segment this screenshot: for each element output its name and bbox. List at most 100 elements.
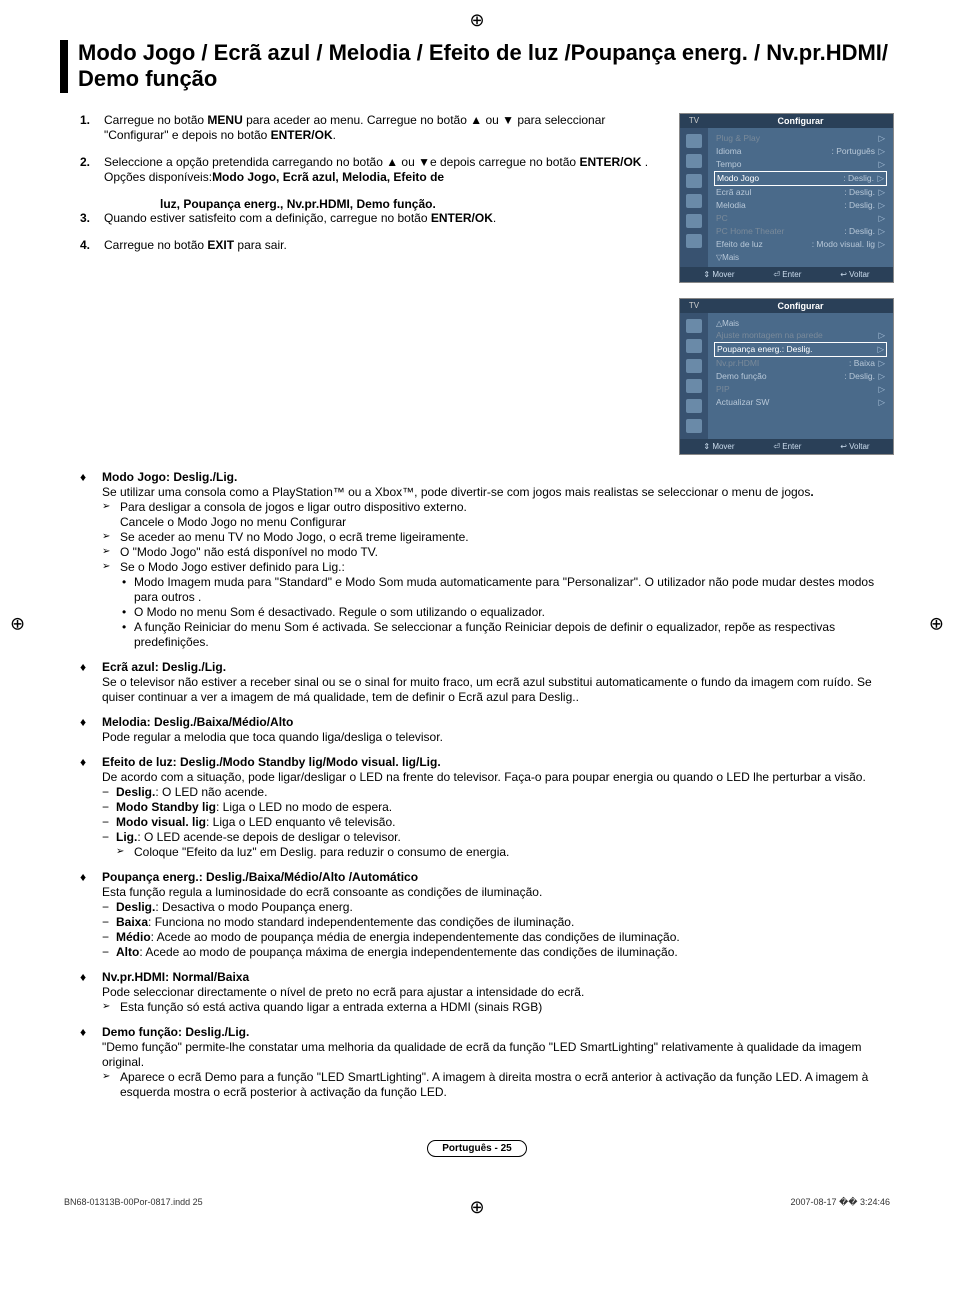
osd-row: Ajuste montagem na parede▷ [714, 329, 887, 342]
osd-row: Demo função: Deslig.▷ [714, 370, 887, 383]
bullet-note: A função Reiniciar do menu Som é activad… [120, 620, 894, 650]
osd-category-icon [686, 419, 702, 433]
arrow-note: Para desligar a consola de jogos e ligar… [102, 500, 482, 530]
osd-value: : Deslig. [843, 173, 874, 184]
osd-panel: TVConfigurar△MaisAjuste montagem na pare… [679, 298, 894, 455]
arrow-note: Se aceder ao menu TV no Modo Jogo, o ecr… [102, 530, 482, 545]
dash-note: Médio: Acede ao modo de poupança média d… [102, 930, 894, 945]
osd-row: Tempo▷ [714, 158, 887, 171]
osd-value: : Deslig. [844, 187, 875, 198]
osd-label: Actualizar SW [716, 397, 875, 408]
step-number: 1. [80, 113, 104, 143]
content-wrap: 1.Carregue no botão MENU para aceder ao … [60, 113, 894, 470]
osd-label: Nv.pr.HDMI [716, 358, 849, 369]
osd-value: : Deslig. [844, 200, 875, 211]
osd-label: Plug & Play [716, 133, 875, 144]
steps-list: 1.Carregue no botão MENU para aceder ao … [80, 113, 659, 253]
osd-arrow-icon: ▷ [875, 239, 885, 250]
osd-row: Ecrã azul: Deslig.▷ [714, 186, 887, 199]
osd-row: Modo Jogo: Deslig.▷ [714, 171, 887, 186]
osd-row: PC Home Theater: Deslig.▷ [714, 225, 887, 238]
osd-category-icon [686, 174, 702, 188]
dash-note: Alto: Acede ao modo de poupança máxima d… [102, 945, 894, 960]
osd-footer: ⇕ Mover ⏎ Enter ↩ Voltar [680, 439, 893, 454]
osd-row: Melodia: Deslig.▷ [714, 199, 887, 212]
step-item: 1.Carregue no botão MENU para aceder ao … [80, 113, 659, 143]
osd-value: : Modo visual. lig [812, 239, 875, 250]
osd-footer-hint: ⏎ Enter [773, 270, 801, 279]
osd-row: Efeito de luz: Modo visual. lig▷ [714, 238, 887, 251]
step-text: Carregue no botão MENU para aceder ao me… [104, 113, 659, 143]
osd-value: : Deslig. [844, 226, 875, 237]
osd-value: : Português [832, 146, 875, 157]
osd-row: Idioma: Português▷ [714, 145, 887, 158]
step-text: Quando estiver satisfeito com a definiçã… [104, 211, 659, 226]
section-title-bar: Modo Jogo / Ecrã azul / Melodia / Efeito… [60, 40, 894, 93]
osd-category-icon [686, 399, 702, 413]
instructions-column: 1.Carregue no botão MENU para aceder ao … [60, 113, 659, 470]
arrow-note: Aparece o ecrã Demo para a função "LED S… [102, 1070, 894, 1100]
step-number: 3. [80, 211, 104, 226]
osd-category-icons [680, 128, 708, 267]
dash-note: Modo Standby lig: Liga o LED no modo de … [102, 800, 894, 815]
osd-label: Efeito de luz [716, 239, 812, 250]
osd-category-icon [686, 234, 702, 248]
option-item: Efeito de luz: Deslig./Modo Standby lig/… [80, 755, 894, 860]
osd-label: Idioma [716, 146, 832, 157]
arrow-note: O "Modo Jogo" não está disponível no mod… [102, 545, 894, 560]
osd-footer-hint: ⏎ Enter [773, 442, 801, 451]
osd-arrow-icon: ▷ [875, 358, 885, 369]
osd-arrow-icon: ▷ [875, 187, 885, 198]
osd-panel: TVConfigurarPlug & Play▷Idioma: Portuguê… [679, 113, 894, 283]
osd-arrow-icon: ▷ [875, 384, 885, 395]
osd-row: Plug & Play▷ [714, 132, 887, 145]
osd-arrow-icon: ▷ [875, 226, 885, 237]
step-item: 3.Quando estiver satisfeito com a defini… [80, 211, 659, 226]
step-text: Carregue no botão EXIT para sair. [104, 238, 659, 253]
option-item: Melodia: Deslig./Baixa/Médio/AltoPode re… [80, 715, 894, 745]
osd-category-icon [686, 359, 702, 373]
dash-note: Baixa: Funciona no modo standard indepen… [102, 915, 894, 930]
dash-note: Modo visual. lig: Liga o LED enquanto vê… [102, 815, 894, 830]
osd-label: PC [716, 213, 875, 224]
osd-category-icons [680, 313, 708, 439]
dash-note: Deslig.: O LED não acende. [102, 785, 894, 800]
osd-column: TVConfigurarPlug & Play▷Idioma: Portuguê… [679, 113, 894, 470]
osd-label: Ajuste montagem na parede [716, 330, 875, 341]
doc-timestamp: 2007-08-17 �� 3:24:46 [790, 1197, 890, 1208]
option-item: Modo Jogo: Deslig./Lig.Se utilizar uma c… [80, 470, 894, 650]
osd-category-icon [686, 379, 702, 393]
osd-arrow-icon: ▷ [875, 397, 885, 408]
osd-title: Configurar [708, 299, 893, 313]
options-list: Modo Jogo: Deslig./Lig.Se utilizar uma c… [80, 470, 894, 1100]
step-item: 2.Seleccione a opção pretendida carregan… [80, 155, 659, 185]
osd-footer-hint: ⇕ Mover [703, 442, 734, 451]
bullet-note: Modo Imagem muda para "Standard" e Modo … [120, 575, 894, 605]
option-item: Ecrã azul: Deslig./Lig.Se o televisor nã… [80, 660, 894, 705]
osd-value: : Baixa [849, 358, 875, 369]
page-number: Português - 25 [427, 1140, 526, 1157]
osd-list: △MaisAjuste montagem na parede▷Poupança … [708, 313, 893, 439]
osd-category-icon [686, 339, 702, 353]
dash-note: Lig.: O LED acende-se depois de desligar… [102, 830, 894, 845]
osd-footer-hint: ↩ Voltar [840, 442, 869, 451]
osd-footer-hint: ↩ Voltar [840, 270, 869, 279]
osd-footer: ⇕ Mover ⏎ Enter ↩ Voltar [680, 267, 893, 282]
registration-mark-bottom: ⊕ [469, 1197, 484, 1218]
osd-category-icon [686, 214, 702, 228]
osd-arrow-icon: ▷ [875, 213, 885, 224]
osd-arrow-icon: ▷ [875, 146, 885, 157]
osd-footer-hint: ⇕ Mover [703, 270, 734, 279]
step-number: 4. [80, 238, 104, 253]
osd-label: Modo Jogo [717, 173, 843, 184]
option-item: Poupança energ.: Deslig./Baixa/Médio/Alt… [80, 870, 894, 960]
osd-arrow-icon: ▷ [875, 330, 885, 341]
step-extra: luz, Poupança energ., Nv.pr.HDMI, Demo f… [160, 197, 659, 211]
doc-file: BN68-01313B-00Por-0817.indd 25 [64, 1197, 203, 1208]
osd-category-icon [686, 154, 702, 168]
bullet-note: O Modo no menu Som é desactivado. Regule… [120, 605, 894, 620]
osd-row: Actualizar SW▷ [714, 396, 887, 409]
osd-category-icon [686, 319, 702, 333]
osd-label: Melodia [716, 200, 844, 211]
osd-more-bottom: ▽Mais [714, 251, 887, 263]
